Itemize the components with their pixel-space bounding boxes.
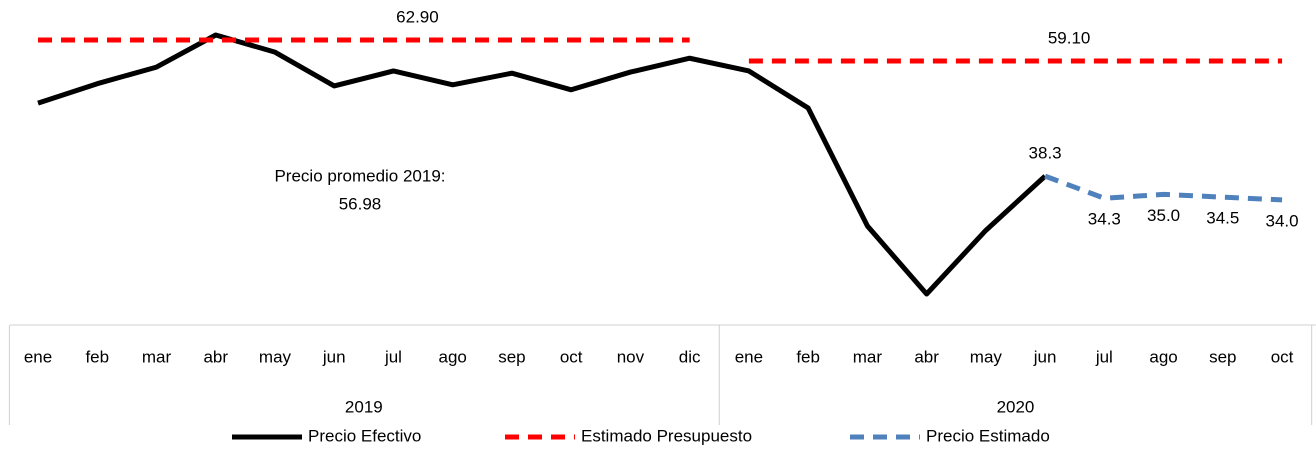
legend-label: Precio Efectivo (308, 426, 421, 445)
series-line (1044, 173, 1283, 203)
legend-label: Estimado Presupuesto (581, 426, 752, 445)
x-tick-label: dic (679, 347, 701, 366)
x-tick-label: abr (914, 347, 939, 366)
x-tick-label: feb (796, 347, 820, 366)
x-tick-label: ene (735, 347, 763, 366)
x-tick-label: jul (1095, 347, 1113, 366)
data-label: 34.3 (1088, 210, 1121, 229)
annotation: Precio promedio 2019: (274, 166, 445, 185)
x-tick-label: feb (85, 347, 109, 366)
x-tick-label: may (970, 347, 1003, 366)
x-tick-label: sep (1209, 347, 1236, 366)
x-tick-label: sep (498, 347, 525, 366)
x-tick-label: jun (322, 347, 346, 366)
legend-label: Precio Estimado (926, 426, 1050, 445)
x-tick-label: mar (142, 347, 172, 366)
x-tick-label: jun (1033, 347, 1057, 366)
x-tick-label: abr (203, 347, 228, 366)
data-label: 38.3 (1029, 144, 1062, 163)
x-tick-label: ago (1149, 347, 1177, 366)
series-line (37, 32, 1047, 297)
x-tick-label: may (259, 347, 292, 366)
group-label: 2020 (997, 397, 1035, 416)
x-tick-label: nov (617, 347, 645, 366)
x-tick-label: ago (439, 347, 467, 366)
data-label: 34.5 (1206, 209, 1239, 228)
x-tick-label: jul (384, 347, 402, 366)
annotation: 56.98 (339, 194, 382, 213)
data-label: 34.0 (1266, 211, 1299, 230)
data-label: 59.10 (1048, 28, 1091, 47)
data-label: 35.0 (1147, 206, 1180, 225)
group-label: 2019 (345, 397, 383, 416)
x-tick-label: oct (560, 347, 583, 366)
x-tick-label: oct (1271, 347, 1294, 366)
x-tick-label: mar (853, 347, 883, 366)
x-tick-label: ene (24, 347, 52, 366)
data-label: 62.90 (396, 7, 439, 26)
